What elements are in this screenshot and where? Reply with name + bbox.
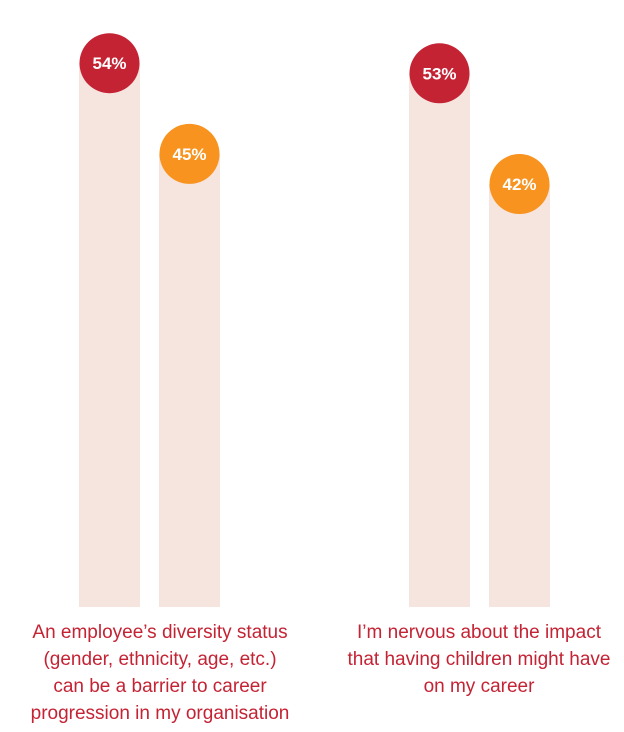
category-line: can be a barrier to career (53, 676, 267, 697)
data-label: 53% (422, 64, 456, 83)
markers-layer: 54% 45% 53% 42% (79, 33, 550, 215)
value-marker (79, 33, 140, 94)
category-line: that having children might have (347, 649, 611, 670)
value-marker (409, 43, 470, 104)
category-label-diversity: An employee’s diversity status (gender, … (0, 619, 320, 727)
data-label: 54% (92, 54, 126, 73)
bar (79, 63, 140, 608)
value-marker (489, 154, 550, 215)
category-line: progression in my organisation (30, 703, 290, 724)
category-line: on my career (423, 676, 535, 697)
category-line: I’m nervous about the impact (357, 622, 601, 643)
data-label: 45% (172, 145, 206, 164)
bars-layer (79, 63, 550, 608)
value-marker (159, 123, 220, 184)
bar (159, 153, 220, 607)
category-line: An employee’s diversity status (32, 622, 288, 643)
data-label: 42% (502, 175, 536, 194)
bar (489, 184, 550, 607)
category-line: (gender, ethnicity, age, etc.) (43, 649, 277, 670)
category-label-children: I’m nervous about the impact that having… (319, 619, 624, 700)
bar (409, 73, 470, 608)
